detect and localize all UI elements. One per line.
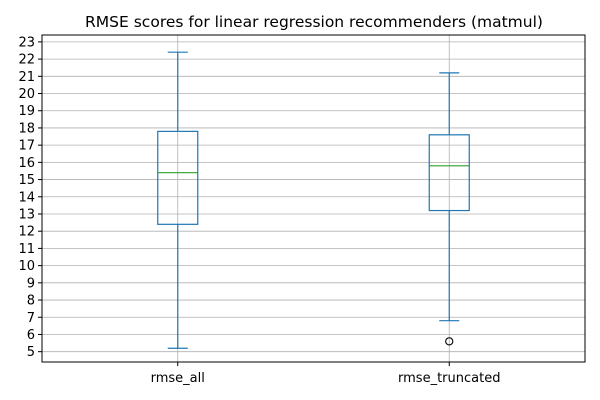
y-tick-label: 18 (18, 121, 35, 136)
axis-ticks: 5 6 7 8 9 10 11 12 13 14 15 16 17 18 19 20 21 22 23 rmse_al… (18, 35, 500, 386)
y-tick-label: 13 (18, 207, 35, 222)
y-tick-label: 20 (18, 87, 35, 102)
chart-title: RMSE scores for linear regression recomm… (85, 13, 543, 31)
y-tick-label: 9 (27, 276, 35, 291)
y-tick-label: 14 (18, 190, 35, 205)
x-tick-label: rmse_truncated (398, 371, 500, 386)
y-tick-label: 12 (18, 225, 35, 240)
box-rmse_all (157, 51, 199, 349)
plot-area (157, 51, 470, 349)
y-tick-label: 7 (27, 311, 35, 326)
axes-frame (41, 34, 586, 363)
y-tick-label: 23 (18, 35, 35, 50)
y-tick-label: 19 (18, 104, 35, 119)
x-tick-label: rmse_all (151, 371, 205, 386)
iqr-box (157, 130, 199, 225)
y-tick-label: 11 (18, 242, 35, 257)
y-tick-label: 6 (27, 328, 35, 343)
outlier-point (445, 337, 454, 346)
y-tick-label: 15 (18, 173, 35, 188)
y-tick-label: 5 (27, 345, 35, 360)
y-tick-label: 16 (18, 156, 35, 171)
y-tick-label: 21 (18, 70, 35, 85)
y-tick-label: 17 (18, 139, 35, 154)
grid (42, 35, 585, 362)
box-rmse_truncated (428, 72, 470, 346)
y-tick-label: 8 (27, 294, 35, 309)
y-tick-label: 10 (18, 259, 35, 274)
y-tick-label: 22 (18, 53, 35, 68)
iqr-box (428, 134, 470, 212)
